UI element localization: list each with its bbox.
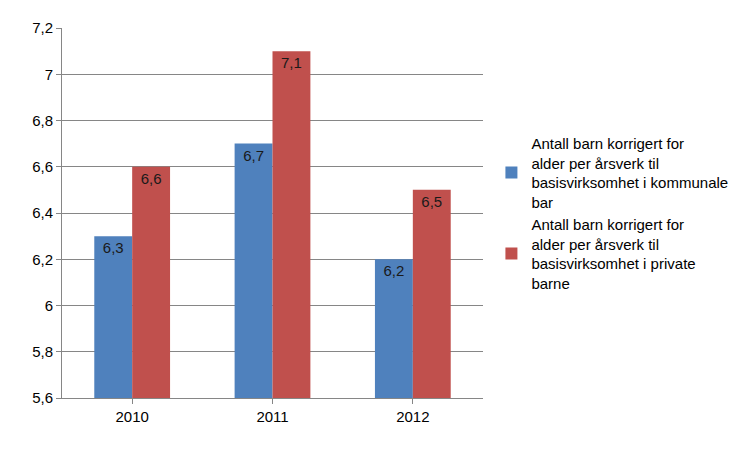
svg-text:6,3: 6,3 [103,239,124,256]
svg-text:5,8: 5,8 [32,343,53,360]
svg-text:6,2: 6,2 [32,251,53,268]
svg-text:7,2: 7,2 [32,19,53,36]
svg-text:2011: 2011 [256,408,288,425]
svg-text:6,8: 6,8 [32,112,53,129]
svg-text:6,4: 6,4 [32,204,53,221]
svg-text:Antall barn korrigert foralder: Antall barn korrigert foralder per årsve… [531,216,695,292]
svg-text:2012: 2012 [396,408,429,425]
svg-text:6,5: 6,5 [421,193,442,210]
svg-text:6: 6 [45,297,53,314]
svg-text:6,6: 6,6 [32,158,53,175]
svg-text:6,2: 6,2 [383,262,404,279]
svg-text:5,6: 5,6 [32,389,53,406]
svg-text:Antall barn korrigert foralder: Antall barn korrigert foralder per årsve… [531,135,728,211]
svg-text:2010: 2010 [115,408,148,425]
svg-text:6,7: 6,7 [243,147,264,164]
svg-text:6,6: 6,6 [141,170,162,187]
svg-text:7: 7 [45,66,53,83]
svg-text:7,1: 7,1 [281,54,302,71]
